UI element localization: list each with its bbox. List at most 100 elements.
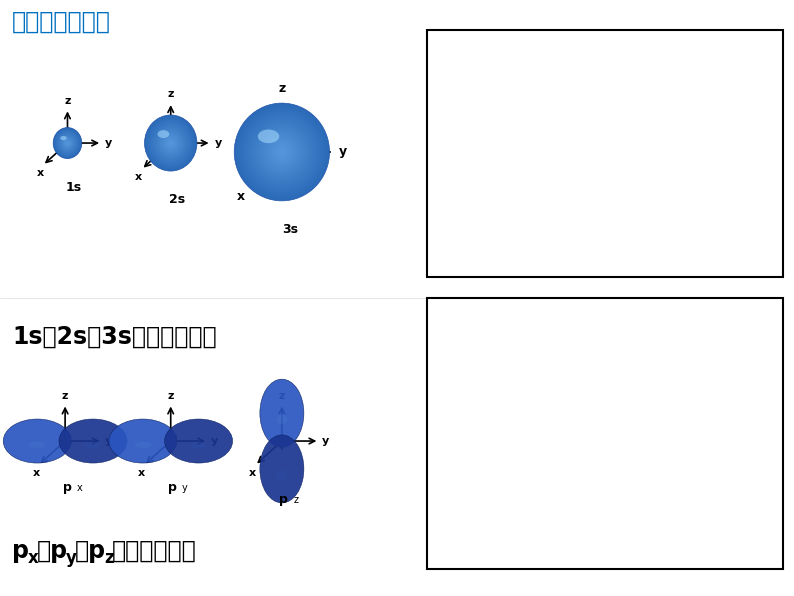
Ellipse shape <box>170 142 172 144</box>
Ellipse shape <box>251 120 313 184</box>
Ellipse shape <box>148 119 194 167</box>
Ellipse shape <box>54 128 81 158</box>
Ellipse shape <box>146 116 195 170</box>
Ellipse shape <box>60 134 75 152</box>
Text: ，有三种空间伸展方向: ，有三种空间伸展方向 <box>499 348 617 367</box>
Ellipse shape <box>166 138 175 148</box>
Text: 1s、2s、3s的电子云轮廓: 1s、2s、3s的电子云轮廓 <box>12 325 217 349</box>
Ellipse shape <box>145 115 197 171</box>
Text: y: y <box>322 436 330 446</box>
Ellipse shape <box>56 130 79 156</box>
Ellipse shape <box>66 141 69 145</box>
Ellipse shape <box>55 129 80 157</box>
Ellipse shape <box>245 114 318 190</box>
Ellipse shape <box>243 111 321 193</box>
Ellipse shape <box>272 142 291 162</box>
Text: 1s: 1s <box>65 181 82 194</box>
Ellipse shape <box>279 148 286 156</box>
Ellipse shape <box>151 122 191 164</box>
Ellipse shape <box>146 117 195 169</box>
Ellipse shape <box>158 130 183 156</box>
Text: x: x <box>249 468 256 478</box>
Text: z: z <box>279 390 285 401</box>
Ellipse shape <box>268 137 296 167</box>
Text: z: z <box>104 550 114 567</box>
Text: x: x <box>76 483 82 493</box>
Ellipse shape <box>159 131 183 156</box>
Ellipse shape <box>253 123 310 181</box>
Ellipse shape <box>56 131 79 155</box>
Ellipse shape <box>61 136 74 150</box>
Text: z: z <box>64 96 71 105</box>
Ellipse shape <box>256 126 306 178</box>
Ellipse shape <box>134 442 152 448</box>
Text: 它们互相垂直: 它们互相垂直 <box>467 438 538 457</box>
Ellipse shape <box>258 129 279 143</box>
Bar <box>427 30 783 277</box>
Ellipse shape <box>65 140 70 146</box>
Text: 、p: 、p <box>37 539 68 563</box>
Text: x: x <box>138 468 145 478</box>
Ellipse shape <box>62 137 73 149</box>
Ellipse shape <box>60 136 75 150</box>
Ellipse shape <box>161 134 180 153</box>
Ellipse shape <box>60 135 75 151</box>
Ellipse shape <box>154 125 187 162</box>
Ellipse shape <box>59 134 76 153</box>
Ellipse shape <box>273 144 291 160</box>
Ellipse shape <box>64 139 71 147</box>
Ellipse shape <box>57 132 78 155</box>
Text: 3s: 3s <box>282 223 298 236</box>
Ellipse shape <box>53 128 82 159</box>
Ellipse shape <box>268 138 295 166</box>
Ellipse shape <box>149 120 192 166</box>
Ellipse shape <box>156 127 186 159</box>
Ellipse shape <box>240 109 324 195</box>
Ellipse shape <box>277 147 287 157</box>
Ellipse shape <box>156 128 185 159</box>
Ellipse shape <box>63 138 72 148</box>
Ellipse shape <box>157 130 169 138</box>
Text: y: y <box>105 436 113 446</box>
Ellipse shape <box>256 125 308 179</box>
Ellipse shape <box>162 134 179 152</box>
Ellipse shape <box>60 136 67 140</box>
Ellipse shape <box>157 128 184 158</box>
Ellipse shape <box>60 135 75 151</box>
Ellipse shape <box>154 126 187 160</box>
Ellipse shape <box>54 129 81 157</box>
Ellipse shape <box>249 119 314 185</box>
Text: z: z <box>168 390 174 401</box>
Ellipse shape <box>147 118 195 168</box>
Ellipse shape <box>272 141 292 163</box>
Ellipse shape <box>266 136 297 168</box>
Ellipse shape <box>109 419 177 463</box>
Text: y: y <box>509 390 518 404</box>
Text: z: z <box>168 89 174 99</box>
Ellipse shape <box>258 128 306 176</box>
Text: x: x <box>470 390 479 404</box>
Text: p: p <box>279 493 288 506</box>
Ellipse shape <box>165 136 176 150</box>
Ellipse shape <box>263 132 301 172</box>
Text: z: z <box>278 82 286 95</box>
Ellipse shape <box>55 129 80 157</box>
Ellipse shape <box>64 139 71 147</box>
Text: s: s <box>457 44 468 63</box>
Text: y: y <box>182 483 187 493</box>
Text: x: x <box>135 172 142 182</box>
Ellipse shape <box>58 132 77 154</box>
Ellipse shape <box>261 131 302 173</box>
Ellipse shape <box>168 139 174 147</box>
Ellipse shape <box>276 414 287 424</box>
Ellipse shape <box>161 132 180 154</box>
Ellipse shape <box>244 113 320 191</box>
Ellipse shape <box>152 123 190 163</box>
Ellipse shape <box>67 142 68 144</box>
Ellipse shape <box>260 379 304 447</box>
Ellipse shape <box>168 140 173 146</box>
Text: p: p <box>63 481 71 494</box>
Ellipse shape <box>53 128 82 158</box>
Ellipse shape <box>29 442 46 448</box>
Ellipse shape <box>61 136 74 150</box>
